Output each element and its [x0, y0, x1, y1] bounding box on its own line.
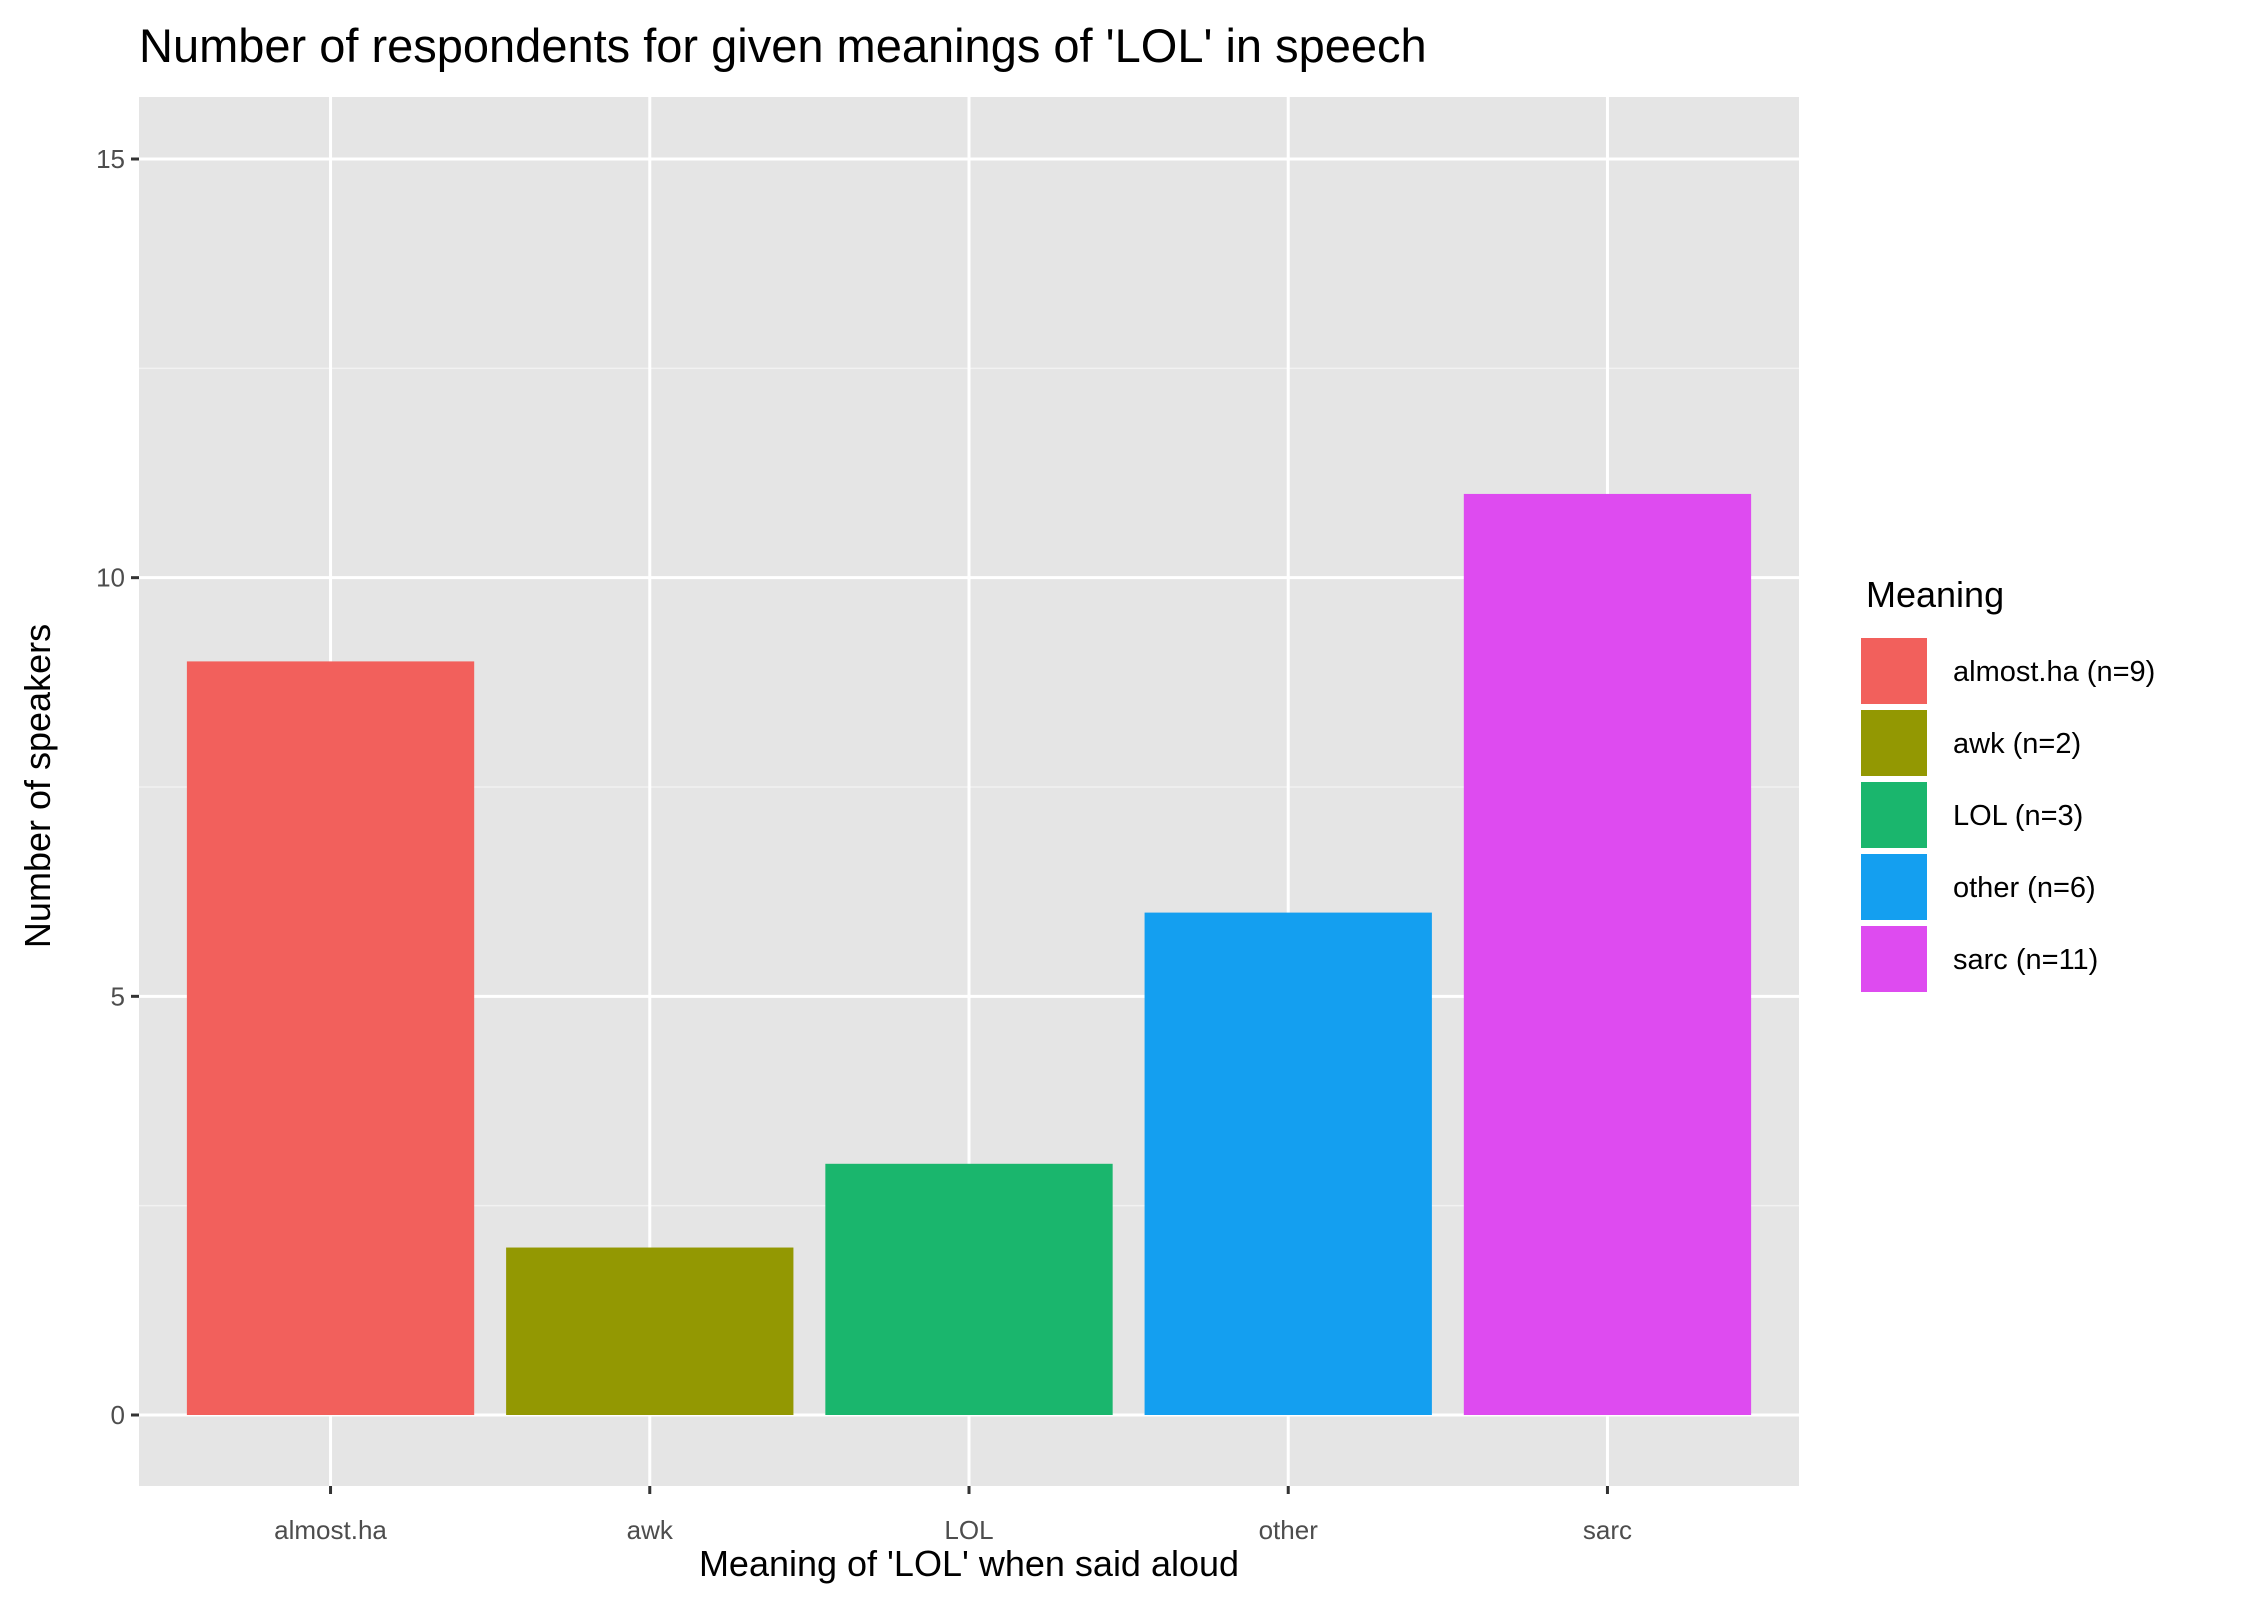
legend-label: other (n=6): [1953, 872, 2096, 904]
legend: almost.ha (n=9) awk (n=2) LOL (n=3) other (…: [1861, 638, 2155, 992]
axes: 0 5 10 15 almost.ha awk LOL other sarc: [96, 144, 1632, 1545]
y-tick-label: 15: [96, 144, 125, 174]
bar-almost.ha: [186, 661, 475, 1415]
legend-label: almost.ha (n=9): [1953, 656, 2155, 688]
y-tick-label: 0: [111, 1400, 125, 1430]
legend-label: awk (n=2): [1953, 728, 2081, 760]
legend-title: Meaning: [1866, 574, 2004, 615]
y-axis-title: Number of speakers: [17, 624, 58, 948]
legend-label: sarc (n=11): [1953, 944, 2098, 976]
bar-other: [1144, 912, 1432, 1415]
y-tick-label: 10: [96, 563, 125, 593]
x-tick-label: awk: [627, 1515, 674, 1545]
legend-key: [1861, 926, 1927, 992]
bar-LOL: [825, 1163, 1113, 1415]
bars: [186, 493, 1752, 1415]
legend-key: [1861, 710, 1927, 776]
x-tick-label: LOL: [944, 1515, 993, 1545]
y-tick-label: 5: [111, 981, 125, 1011]
legend-label: LOL (n=3): [1953, 800, 2083, 832]
bar-awk: [506, 1247, 794, 1415]
chart-title: Number of respondents for given meanings…: [139, 19, 1427, 72]
x-tick-label: sarc: [1583, 1515, 1632, 1545]
x-tick-label: other: [1259, 1515, 1319, 1545]
x-axis-title: Meaning of 'LOL' when said aloud: [699, 1543, 1239, 1584]
legend-key: [1861, 638, 1927, 704]
legend-key: [1861, 854, 1927, 920]
legend-key: [1861, 782, 1927, 848]
x-tick-label: almost.ha: [274, 1515, 387, 1545]
bar-sarc: [1463, 493, 1752, 1415]
